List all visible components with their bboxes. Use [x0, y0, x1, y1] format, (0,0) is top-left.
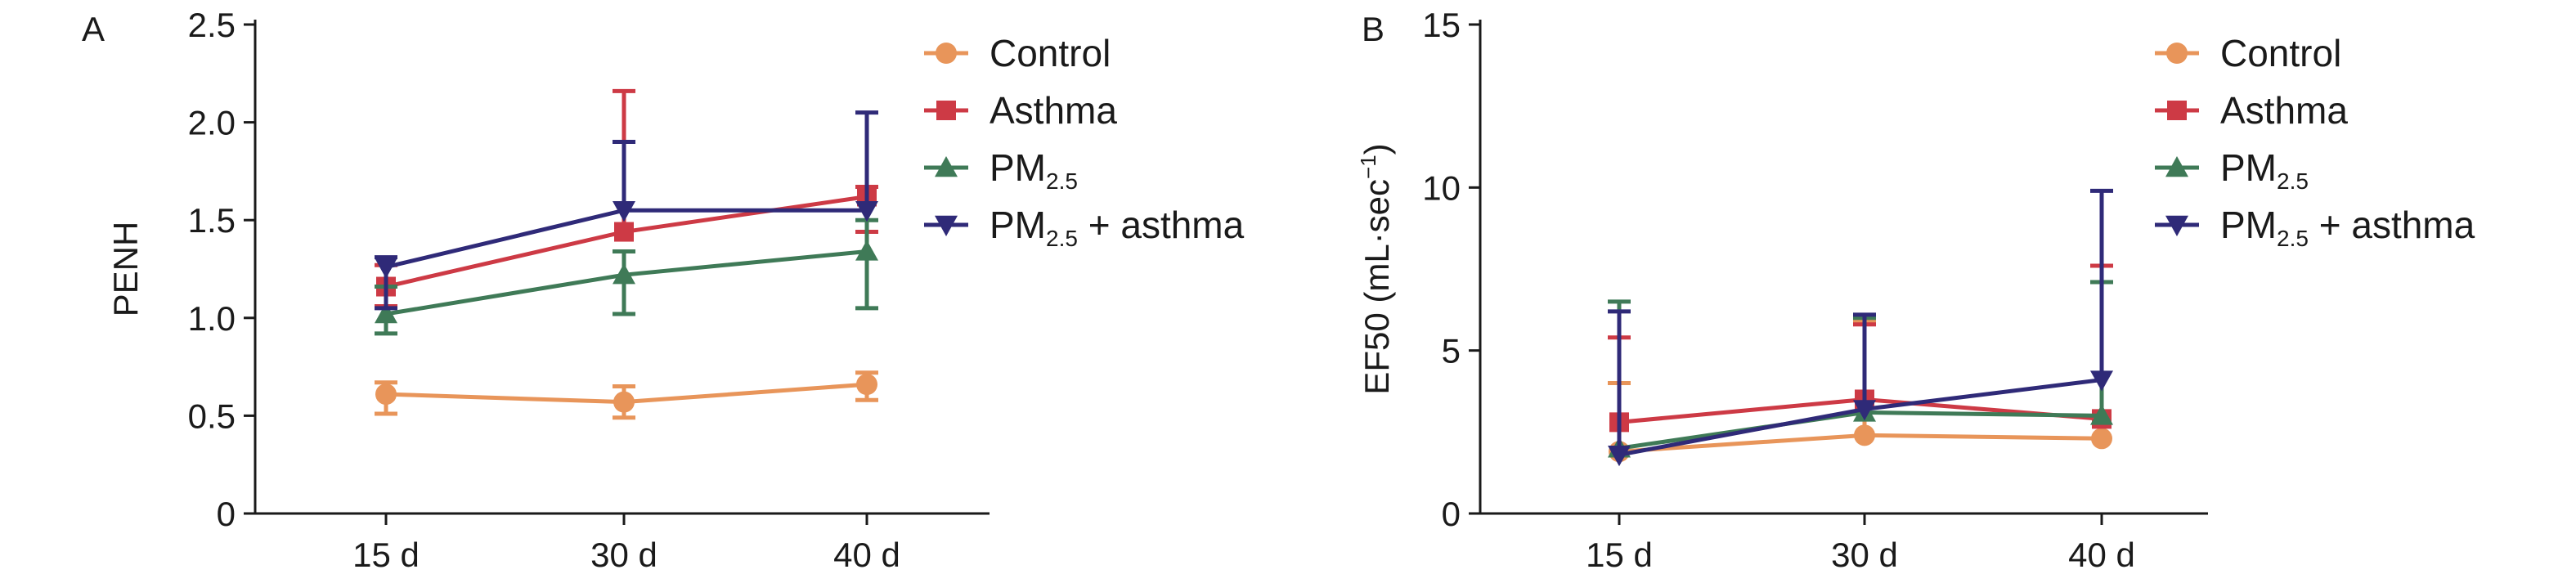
- legend-swatch-marker: [936, 101, 956, 120]
- legend-label: Control: [990, 32, 1111, 74]
- legend-item-pm2-5-asthma: PM2.5 + asthma: [924, 204, 1245, 251]
- legend-label: PM2.5: [990, 146, 1078, 194]
- panel-a: A 0 0.5 1.0 1.5 2.0 2.5 15 d 30 d 40 d PENH Control…: [82, 6, 1245, 574]
- data-point: [375, 258, 397, 279]
- y-tick-label: 1.0: [188, 299, 236, 338]
- legend-item-pm2-5: PM2.5: [2155, 146, 2309, 194]
- y-tick-label: 0: [1442, 495, 1461, 533]
- legend-swatch-marker: [935, 156, 958, 177]
- data-point: [1854, 424, 1875, 446]
- data-point: [2091, 428, 2112, 450]
- data-point: [613, 391, 635, 413]
- y-tick-label: 0.5: [188, 397, 236, 435]
- y-axis-label-superscript: −1: [1356, 155, 1380, 179]
- data-point: [614, 222, 634, 242]
- x-tick-label: 40 d: [2068, 536, 2135, 574]
- x-tick-label: 40 d: [833, 536, 900, 574]
- panel-letter: B: [1362, 10, 1384, 48]
- legend-label: Asthma: [2220, 89, 2348, 132]
- x-tick-label: 30 d: [590, 536, 657, 574]
- legend-item-control: Control: [924, 32, 1111, 74]
- y-tick-label: 2.5: [188, 6, 236, 44]
- data-point: [1853, 400, 1876, 421]
- series-pm2-5: [375, 218, 878, 336]
- series-control: [375, 370, 878, 420]
- legend-item-asthma: Asthma: [2155, 89, 2348, 132]
- x-tick-label: 15 d: [1586, 536, 1653, 574]
- legend-label: Control: [2220, 32, 2341, 74]
- legend-swatch-marker: [2165, 156, 2188, 177]
- y-tick-label: 10: [1422, 168, 1461, 207]
- legend-swatch-marker: [2165, 215, 2188, 236]
- data-point: [855, 240, 878, 261]
- legend-label: Asthma: [990, 89, 1117, 132]
- data-point: [613, 263, 635, 285]
- data-point: [613, 201, 635, 222]
- x-tick-label: 15 d: [352, 536, 420, 574]
- panel-letter: A: [82, 10, 105, 48]
- legend-label: PM2.5 + asthma: [2220, 204, 2475, 251]
- data-point: [2090, 370, 2113, 392]
- y-axis-label: EF50 (mL·sec−1): [1356, 143, 1396, 394]
- legend-swatch-marker: [2167, 101, 2187, 120]
- data-point: [1608, 446, 1631, 467]
- y-tick-label: 5: [1442, 332, 1461, 370]
- series-pm2-5-asthma: [375, 110, 878, 311]
- y-axis-label-text: PENH: [106, 222, 145, 317]
- data-point: [375, 303, 397, 324]
- legend-label: PM2.5: [2220, 146, 2309, 194]
- panel-b: B 0 5 10 15 15 d 30 d 40 d EF50 (mL·sec−1) Contro…: [1356, 6, 2475, 574]
- y-tick-label: 1.5: [188, 201, 236, 240]
- data-point: [855, 201, 878, 222]
- y-axis-label-close: ): [1358, 143, 1396, 155]
- legend-swatch-marker: [935, 215, 958, 236]
- x-tick-label: 30 d: [1831, 536, 1898, 574]
- legend-swatch-marker: [2166, 43, 2188, 64]
- series-control: [1608, 280, 2113, 463]
- legend-item-asthma: Asthma: [924, 89, 1117, 132]
- legend: Control Asthma PM2.5 PM2.5 + asthma: [2155, 32, 2475, 251]
- y-tick-label: 15: [1422, 6, 1461, 44]
- legend-item-pm2-5: PM2.5: [924, 146, 1078, 194]
- legend: Control Asthma PM2.5 PM2.5 + asthma: [924, 32, 1245, 251]
- y-tick-label: 2.0: [188, 104, 236, 142]
- y-axis-label-text: EF50 (mL·sec: [1358, 179, 1396, 395]
- data-point: [375, 383, 397, 406]
- legend-label: PM2.5 + asthma: [990, 204, 1245, 251]
- y-axis-label: PENH: [106, 222, 145, 317]
- legend-swatch-marker: [936, 43, 957, 64]
- legend-item-control: Control: [2155, 32, 2341, 74]
- data-point: [856, 374, 877, 396]
- legend-item-pm2-5-asthma: PM2.5 + asthma: [2155, 204, 2475, 251]
- series-pm2-5-asthma: [1608, 188, 2113, 467]
- data-point: [2090, 404, 2113, 425]
- y-tick-label: 0: [217, 495, 236, 533]
